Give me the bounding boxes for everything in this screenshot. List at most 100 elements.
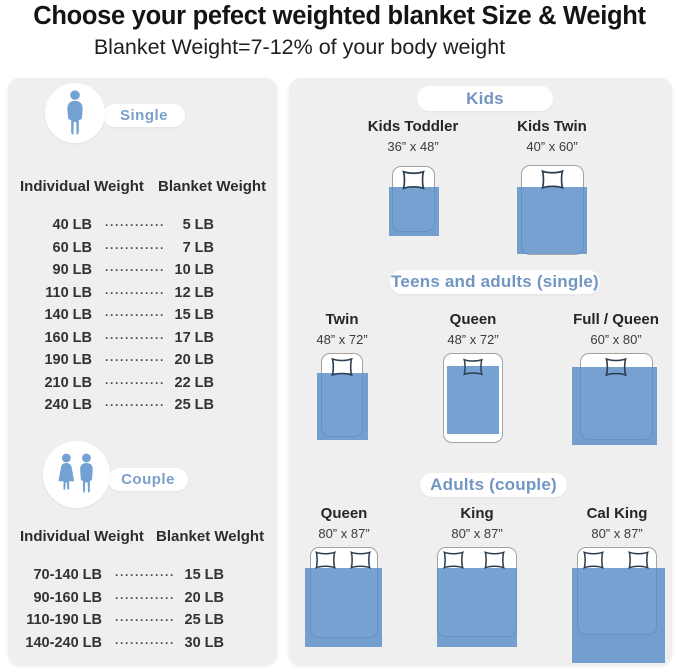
weighted-blanket bbox=[572, 568, 665, 663]
person-icon bbox=[67, 90, 83, 135]
bed-name: Twin bbox=[325, 311, 359, 328]
blanket-weight: 17 LB bbox=[174, 329, 215, 346]
col-individual-weight: Individual Weight bbox=[20, 178, 144, 195]
bed-dimensions: 36” x 48” bbox=[387, 139, 439, 154]
blanket-weight: 7 LB bbox=[182, 239, 214, 256]
section-header-label: Teens and adults (single) bbox=[391, 272, 599, 291]
page-subtitle: Blanket Weight=7-12% of your body weight bbox=[93, 35, 506, 59]
table-row: 110 LB ············· 12 LB bbox=[8, 282, 277, 305]
individual-weight: 110-190 LB bbox=[26, 612, 102, 629]
bed-dimensions: 80” x 87” bbox=[318, 526, 370, 541]
individual-weight: 190 LB bbox=[44, 352, 92, 369]
blanket-weight: 25 LB bbox=[184, 612, 225, 629]
bed-name: Queen bbox=[320, 505, 368, 522]
pillow-icon bbox=[628, 551, 649, 569]
leader-dots: ············· bbox=[115, 590, 173, 605]
bed-dimensions: 48” x 72” bbox=[447, 332, 499, 347]
single-weight-table: 40 LB ············· 5 LB 60 LB ·········… bbox=[8, 214, 277, 417]
pillow-icon bbox=[443, 551, 464, 569]
pillow-icon bbox=[484, 551, 505, 569]
section-header-label: Adults (couple) bbox=[430, 475, 557, 494]
bed-dimensions: 48” x 72” bbox=[316, 332, 368, 347]
table-row: 140-240 LB ············· 30 LB bbox=[8, 632, 277, 655]
weighted-blanket bbox=[517, 187, 587, 254]
blanket-weight: 10 LB bbox=[174, 262, 215, 279]
pillow-icon bbox=[583, 551, 604, 569]
leader-dots: ············· bbox=[105, 240, 163, 255]
blanket-weight: 12 LB bbox=[174, 284, 215, 301]
leader-dots: ············· bbox=[105, 330, 163, 345]
blanket-weight: 20 LB bbox=[174, 352, 215, 369]
bed-dimensions: 40” x 60” bbox=[526, 139, 578, 154]
table-row: 60 LB ············· 7 LB bbox=[8, 237, 277, 260]
individual-weight: 140 LB bbox=[44, 307, 92, 324]
couple-badge: Couple bbox=[108, 468, 188, 491]
blanket-weight: 5 LB bbox=[182, 217, 214, 234]
leader-dots: ············· bbox=[115, 635, 173, 650]
pillow-icon bbox=[315, 551, 336, 569]
leader-dots: ············· bbox=[115, 613, 173, 628]
blanket-weight: 25 LB bbox=[174, 397, 215, 414]
individual-weight: 160 LB bbox=[44, 329, 92, 346]
bed-name: Full / Queen bbox=[573, 311, 659, 328]
weighted-blanket bbox=[447, 366, 499, 434]
weighted-blanket bbox=[305, 568, 382, 647]
pillow-icon bbox=[541, 169, 564, 190]
bed-dimensions: 80” x 87” bbox=[591, 526, 643, 541]
single-badge-circle bbox=[45, 83, 105, 143]
couple-badge-label: Couple bbox=[121, 471, 175, 488]
leader-dots: ············· bbox=[105, 263, 163, 278]
leader-dots: ············· bbox=[105, 285, 163, 300]
blanket-weight: 15 LB bbox=[174, 307, 215, 324]
table-row: 90-160 LB ············· 20 LB bbox=[8, 587, 277, 610]
individual-weight: 240 LB bbox=[44, 397, 92, 414]
section-header-label: Kids bbox=[466, 88, 504, 108]
single-badge: Single bbox=[103, 104, 185, 127]
weighted-blanket bbox=[317, 373, 368, 440]
leader-dots: ············· bbox=[105, 375, 163, 390]
leader-dots: ············· bbox=[105, 353, 163, 368]
table-row: 160 LB ············· 17 LB bbox=[8, 327, 277, 350]
pillow-icon bbox=[605, 357, 627, 377]
leader-dots: ············· bbox=[115, 568, 173, 583]
blanket-weight: 30 LB bbox=[184, 634, 225, 651]
bed-name: King bbox=[460, 505, 494, 522]
bed-name: Queen bbox=[449, 311, 497, 328]
bed-dimensions: 80” x 87” bbox=[451, 526, 503, 541]
table-row: 40 LB ············· 5 LB bbox=[8, 214, 277, 237]
pillow-icon bbox=[350, 551, 371, 569]
section-header-kids: Kids bbox=[417, 86, 553, 111]
table-row: 90 LB ············· 10 LB bbox=[8, 259, 277, 282]
table-row: 190 LB ············· 20 LB bbox=[8, 349, 277, 372]
single-badge-label: Single bbox=[119, 107, 168, 124]
bed-dimensions: 60” x 80” bbox=[590, 332, 642, 347]
individual-weight: 210 LB bbox=[44, 374, 92, 391]
individual-weight: 70-140 LB bbox=[33, 567, 102, 584]
pillow-icon bbox=[331, 357, 353, 377]
individual-weight: 60 LB bbox=[52, 239, 93, 256]
bed-name: Kids Twin bbox=[517, 118, 587, 135]
blanket-weight: 22 LB bbox=[174, 374, 215, 391]
bed-name: Cal King bbox=[586, 505, 648, 522]
blanket-weight: 20 LB bbox=[184, 589, 225, 606]
blanket-weight: 15 LB bbox=[184, 567, 225, 584]
leader-dots: ············· bbox=[105, 308, 163, 323]
couple-icon bbox=[57, 453, 93, 493]
page-title: Choose your pefect weighted blanket Size… bbox=[33, 2, 646, 30]
bed-name: Kids Toddler bbox=[367, 118, 459, 135]
table-row: 110-190 LB ············· 25 LB bbox=[8, 609, 277, 632]
weight-tables-panel: Single Individual Weight Blanket Weight … bbox=[8, 78, 277, 665]
individual-weight: 90 LB bbox=[52, 262, 93, 279]
couple-badge-circle bbox=[43, 441, 110, 508]
section-header-adults-couple: Adults (couple) bbox=[420, 473, 567, 497]
weighted-blanket bbox=[389, 187, 439, 236]
couple-weight-table: 70-140 LB ············· 15 LB 90-160 LB … bbox=[8, 564, 277, 654]
col-blanket-weight: Blanket Weight bbox=[158, 178, 267, 195]
col-blanket-weight: Blanket Welght bbox=[156, 528, 265, 545]
bed-sizes-panel: Kids Kids Toddler 36” x 48” Kids Twin 40… bbox=[289, 78, 672, 665]
table-row: 210 LB ············· 22 LB bbox=[8, 372, 277, 395]
pillow-icon bbox=[463, 358, 483, 376]
individual-weight: 40 LB bbox=[52, 217, 93, 234]
pillow-icon bbox=[402, 170, 425, 190]
